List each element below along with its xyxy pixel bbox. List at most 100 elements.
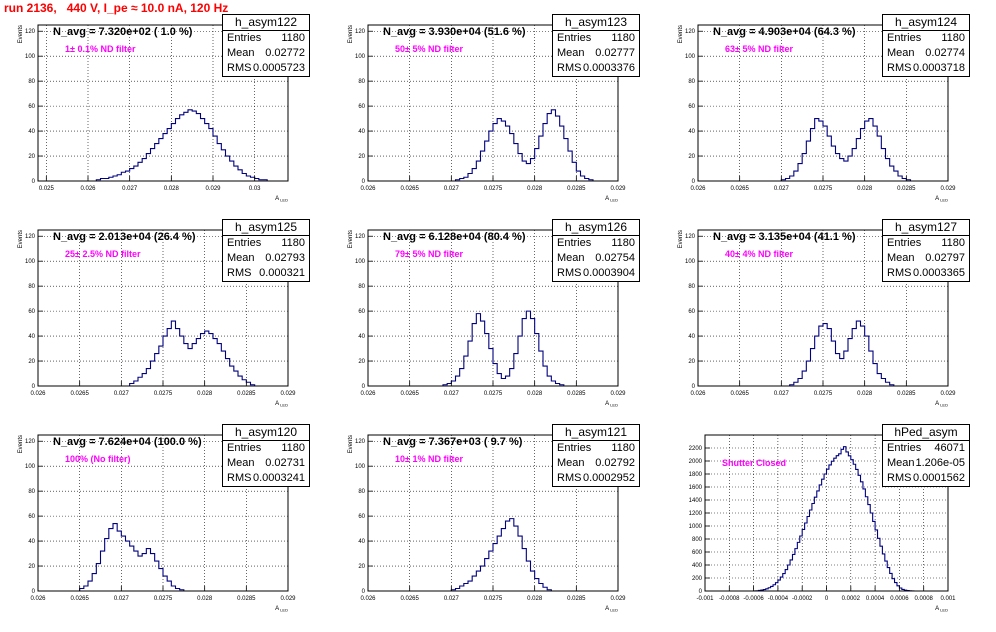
x-tick-label: -0.0004 xyxy=(768,596,789,602)
y-tick-label: 20 xyxy=(28,359,35,365)
stats-row-rms: RMS 0.0005723 xyxy=(227,62,305,74)
mean-value: 0.02777 xyxy=(595,47,635,59)
y-axis-title: Events xyxy=(348,435,354,453)
y-tick-label: 200 xyxy=(692,576,703,582)
histogram-line xyxy=(789,320,895,386)
y-tick-label: 20 xyxy=(358,154,365,160)
histogram-line xyxy=(79,523,185,591)
y-tick-label: 60 xyxy=(358,104,365,110)
x-tick-label: 0.028 xyxy=(857,186,873,192)
stats-box: hPed_asym Entries 46071 Mean 1.206e-05 RMS 0.0… xyxy=(882,424,970,487)
y-tick-label: 40 xyxy=(28,539,35,545)
y-tick-label: 120 xyxy=(355,439,366,445)
stats-box: h_asym121 Entries 1180 Mean 0.02792 RMS 0.0002… xyxy=(552,424,640,487)
rms-value: 0.0001562 xyxy=(913,472,965,484)
stats-row-mean: Mean 0.02774 xyxy=(887,47,965,59)
stats-row-rms: RMS 0.0002952 xyxy=(557,472,635,484)
rms-value: 0.0003376 xyxy=(583,62,635,74)
histogram-svg: 0.026 0.0265 0.027 0.0275 0.028 0.0285 0.029 0 2… xyxy=(348,24,626,203)
stats-row-entries: Entries 46071 xyxy=(887,442,965,454)
y-tick-label: 120 xyxy=(355,234,366,240)
x-axis-title: A LED xyxy=(275,196,288,203)
x-tick-label: 0.029 xyxy=(610,391,626,397)
y-tick-label: 400 xyxy=(692,563,703,569)
stats-row-mean: Mean 0.02731 xyxy=(227,457,305,469)
x-tick-label: 0.0265 xyxy=(400,391,419,397)
n-avg-label: N_avg = 2.013e+04 (26.4 %) xyxy=(53,231,196,243)
x-tick-label: 0.001 xyxy=(940,596,956,602)
x-tick-label: 0.0004 xyxy=(866,596,885,602)
y-tick-label: 0 xyxy=(699,589,703,595)
histogram-line xyxy=(454,109,594,181)
y-axis-title: Events xyxy=(348,25,354,43)
x-tick-label: 0.0285 xyxy=(567,186,586,192)
rms-value: 0.0003718 xyxy=(913,62,965,74)
y-tick-label: 80 xyxy=(28,79,35,85)
x-tick-label: 0.026 xyxy=(30,596,46,602)
x-axis-title: A LED xyxy=(935,606,948,613)
stats-row-rms: RMS 0.0001562 xyxy=(887,472,965,484)
x-tick-label: 0.026 xyxy=(690,391,706,397)
y-tick-label: 100 xyxy=(25,54,36,60)
x-tick-label: 0.028 xyxy=(527,186,543,192)
x-tick-label: 0.0008 xyxy=(915,596,934,602)
x-tick-label: 0.025 xyxy=(39,186,55,192)
y-tick-label: 800 xyxy=(692,537,703,543)
x-tick-label: 0.0275 xyxy=(814,186,833,192)
n-avg-label: N_avg = 3.930e+04 (51.6 %) xyxy=(383,26,526,38)
y-tick-label: 120 xyxy=(685,29,696,35)
stats-row-mean: Mean 0.02793 xyxy=(227,252,305,264)
y-tick-label: 100 xyxy=(685,259,696,265)
histogram-name: h_asym120 xyxy=(223,425,309,441)
histogram-svg: 0.026 0.0265 0.027 0.0275 0.028 0.0285 0.029 0 2… xyxy=(348,229,626,408)
y-tick-label: 20 xyxy=(688,359,695,365)
y-tick-label: 60 xyxy=(358,514,365,520)
filter-annotation: 79± 5% ND filter xyxy=(395,249,463,259)
stats-row-rms: RMS 0.0003376 xyxy=(557,62,635,74)
x-tick-label: 0.026 xyxy=(690,186,706,192)
y-tick-label: 20 xyxy=(358,359,365,365)
histogram-svg: 0.026 0.0265 0.027 0.0275 0.028 0.0285 0.029 0 2… xyxy=(18,229,296,408)
entries-value: 1180 xyxy=(611,32,635,44)
y-tick-label: 1400 xyxy=(689,498,703,504)
rms-value: 0.0005723 xyxy=(253,62,305,74)
x-tick-label: 0.0265 xyxy=(70,391,89,397)
x-axis-title: A LED xyxy=(935,401,948,408)
histogram-pad-h_asym125: 0.026 0.0265 0.027 0.0275 0.028 0.0285 0.029 0 2… xyxy=(0,219,330,427)
y-tick-label: 60 xyxy=(688,104,695,110)
page-title: run 2136, 440 V, I_pe ≈ 10.0 nA, 120 Hz xyxy=(4,1,229,15)
x-tick-label: 0.026 xyxy=(80,186,96,192)
plot-frame xyxy=(37,24,289,182)
y-tick-label: 60 xyxy=(358,309,365,315)
y-tick-label: 20 xyxy=(28,154,35,160)
y-tick-label: 0 xyxy=(692,179,696,185)
mean-value: 0.02774 xyxy=(925,47,965,59)
stats-row-mean: Mean 0.02777 xyxy=(557,47,635,59)
x-axis-title: A LED xyxy=(605,606,618,613)
entries-value: 1180 xyxy=(281,32,305,44)
x-tick-label: 0.0275 xyxy=(484,186,503,192)
mean-value: 0.02731 xyxy=(265,457,305,469)
histogram-pad-hPed_asym: -0.001 -0.0008 -0.0006 -0.0004 -0.0002 0 0.000… xyxy=(660,424,990,632)
rms-value: 0.0003241 xyxy=(253,472,305,484)
entries-value: 1180 xyxy=(941,237,965,249)
y-tick-label: 120 xyxy=(685,234,696,240)
stats-row-mean: Mean 0.02797 xyxy=(887,252,965,264)
y-tick-label: 1000 xyxy=(689,524,703,530)
x-tick-label: 0.0275 xyxy=(154,391,173,397)
stats-box: h_asym120 Entries 1180 Mean 0.02731 RMS 0.0003… xyxy=(222,424,310,487)
x-tick-label: 0.027 xyxy=(444,596,460,602)
histogram-svg: 0.026 0.0265 0.027 0.0275 0.028 0.0285 0.029 0 2… xyxy=(678,229,956,408)
filter-annotation: 50± 5% ND filter xyxy=(395,44,463,54)
y-tick-label: 0 xyxy=(362,384,366,390)
x-tick-label: 0.028 xyxy=(527,596,543,602)
y-tick-label: 100 xyxy=(355,54,366,60)
y-tick-label: 100 xyxy=(25,464,36,470)
x-tick-label: 0.027 xyxy=(122,186,138,192)
y-tick-label: 60 xyxy=(28,104,35,110)
y-tick-label: 2200 xyxy=(689,446,703,452)
histogram-svg: -0.001 -0.0008 -0.0006 -0.0004 -0.0002 0 0.000… xyxy=(689,434,956,613)
x-tick-label: 0.029 xyxy=(610,186,626,192)
y-tick-label: 1600 xyxy=(689,485,703,491)
mean-value: 1.206e-05 xyxy=(915,457,965,469)
